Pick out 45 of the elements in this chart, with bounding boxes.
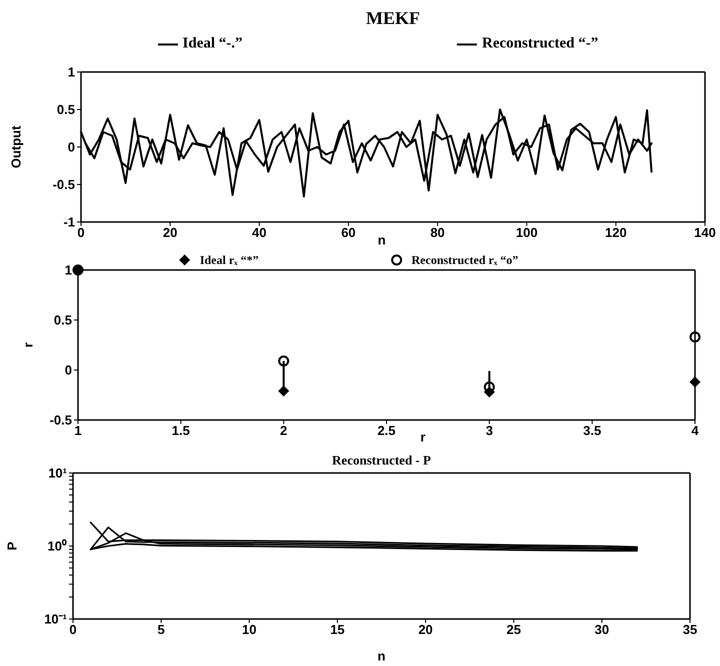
chart-title: MEKF — [366, 8, 420, 28]
x-tick-label: 15 — [330, 622, 345, 638]
y-tick-label: 10⁰ — [48, 538, 67, 554]
y-tick-label: 10¹ — [48, 466, 67, 481]
x-tick-label: 0 — [77, 225, 85, 240]
chart-title: Reconstructed - P — [332, 452, 431, 468]
x-tick-label: 2 — [280, 423, 288, 438]
x-tick-label: 4 — [691, 423, 700, 438]
y-tick-label: 1 — [68, 64, 75, 80]
y-tick-label: -0.5 — [50, 412, 72, 428]
x-tick-label: 80 — [430, 225, 445, 240]
y-tick-label: 0 — [64, 362, 72, 378]
x-tick-label: 25 — [506, 622, 521, 638]
y-tick-label: 0 — [68, 140, 75, 155]
x-tick-label: 120 — [605, 225, 627, 240]
x-tick-label: 2.5 — [377, 423, 396, 438]
y-tick-label: -1 — [63, 214, 75, 230]
x-tick-label: 40 — [252, 225, 267, 240]
x-tick-label: 100 — [516, 225, 538, 240]
x-tick-label: 35 — [682, 622, 698, 638]
y-tick-label: -0.5 — [52, 177, 75, 192]
y-tick-label: 1 — [64, 262, 72, 278]
legend-label: Ideal rₓ “*” — [200, 253, 259, 267]
legend-label: Reconstructed rₓ “o” — [412, 253, 518, 267]
x-axis-title: n — [378, 648, 386, 664]
x-tick-label: 10 — [242, 622, 257, 638]
x-axis-title: n — [378, 232, 386, 248]
x-axis-title: r — [420, 430, 426, 444]
y-tick-label: 10⁻¹ — [44, 612, 67, 627]
legend-label: Reconstructed “-” — [482, 36, 598, 52]
x-tick-label: 20 — [162, 225, 178, 240]
x-tick-label: 3 — [486, 423, 493, 438]
y-axis-title: P — [4, 542, 20, 550]
x-tick-label: 5 — [158, 622, 165, 638]
y-axis-title: Output — [8, 126, 24, 168]
x-tick-label: 60 — [341, 225, 356, 240]
y-tick-label: 0.5 — [56, 102, 75, 118]
x-tick-label: 140 — [694, 225, 716, 240]
x-tick-label: 1.5 — [172, 423, 190, 438]
y-tick-label: 0.5 — [54, 312, 72, 328]
x-tick-label: 20 — [418, 622, 433, 638]
legend-label: Ideal “-.” — [182, 36, 243, 52]
x-tick-label: 30 — [594, 622, 610, 638]
y-axis-title: r — [20, 342, 36, 348]
x-tick-label: 3.5 — [583, 423, 602, 438]
